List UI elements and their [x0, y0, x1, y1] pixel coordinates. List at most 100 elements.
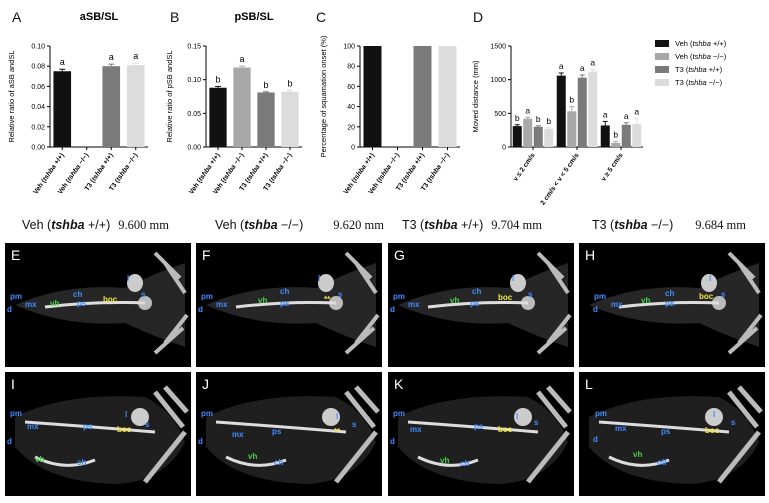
y-axis-label: Percentage of squamation onset (%) [319, 35, 328, 157]
structure-label: ps [77, 299, 87, 308]
structure-label: pm [594, 292, 606, 301]
structure-label: s [141, 290, 146, 299]
y-tick-label: 80 [347, 64, 355, 71]
legend-swatch [655, 53, 669, 60]
y-tick-label: 0.05 [187, 111, 201, 118]
structure-label: olf [657, 458, 667, 467]
structure-label: mx [611, 300, 623, 309]
bar [621, 124, 631, 147]
structure-label: d [593, 435, 598, 444]
bar [413, 46, 432, 147]
significance-letter: b [546, 116, 551, 126]
measurement-2: Veh (tshba −/−) 9.620 mm [215, 218, 384, 232]
structure-label: pm [201, 409, 213, 418]
structure-label: ps [474, 422, 484, 431]
structure-label: s [352, 420, 357, 429]
structure-label: vh [633, 450, 643, 459]
bar [544, 128, 554, 147]
structure-label: l [318, 274, 321, 283]
skeleton-render [398, 385, 572, 484]
significance-letter: a [634, 107, 639, 117]
image-panel-letter: K [394, 376, 404, 392]
skeleton-render [589, 385, 763, 484]
structure-label: ** [334, 427, 341, 436]
legend-label: T3 (tshba −/−) [675, 78, 723, 87]
chart-title: pSB/SL [234, 11, 273, 23]
chart-title: aSB/SL [80, 11, 119, 23]
image-panel-letter: L [585, 376, 593, 392]
significance-letter: a [590, 58, 595, 68]
structure-label: mx [27, 422, 39, 431]
significance-letter: a [580, 63, 585, 73]
bar [600, 125, 610, 147]
significance-letter: a [60, 57, 65, 67]
structure-label: s [145, 420, 150, 429]
bar [102, 66, 121, 147]
panel-label-d: D [473, 9, 484, 25]
structure-label: ch [77, 458, 87, 467]
structure-label: vh [50, 299, 60, 308]
significance-letter: a [525, 105, 530, 115]
legend-label: T3 (tshba +/+) [675, 65, 723, 74]
structure-label: d [7, 305, 12, 314]
structure-label: boc [117, 425, 132, 434]
bar [53, 71, 72, 147]
skeleton-render [398, 251, 572, 355]
y-tick-label: 60 [347, 84, 355, 91]
significance-letter: a [109, 52, 114, 62]
structure-label: pm [393, 409, 405, 418]
structure-label: pm [10, 409, 22, 418]
bar [611, 142, 621, 147]
y-tick-label: 0.10 [31, 44, 45, 51]
image-panel-letter: I [11, 376, 15, 392]
y-tick-label: 1000 [490, 77, 506, 84]
structure-label: l [516, 412, 519, 421]
legend-swatch [655, 40, 669, 47]
y-tick-label: 0.00 [31, 145, 45, 152]
y-tick-label: 500 [494, 111, 506, 118]
legend-label: Veh (tshba +/+) [675, 39, 727, 48]
structure-label: mx [410, 425, 422, 434]
chart-a: aSB/SL 0.00 0.02 0.04 0.06 0.08 0.10 Relative r… [7, 11, 148, 196]
measurement-1: Veh (tshba +/+) 9.600 mm [22, 218, 169, 232]
y-tick-label: 0.08 [31, 64, 45, 71]
structure-label: s [534, 418, 539, 427]
significance-letter: a [133, 51, 138, 61]
measurement-3: T3 (tshba +/+) 9.704 mm [402, 218, 542, 232]
bar [233, 67, 251, 147]
structure-label: ps [272, 427, 282, 436]
chart-c: 0 20 40 60 80 100 Percentage of squamation ons… [319, 35, 460, 196]
y-tick-label: 40 [347, 104, 355, 111]
significance-letter: b [263, 80, 268, 90]
bar [257, 92, 275, 147]
structure-label: vh [641, 296, 651, 305]
structure-label: s [528, 290, 533, 299]
structure-label: d [390, 437, 395, 446]
structure-label: mx [216, 300, 228, 309]
image-panel-letter: F [202, 247, 211, 263]
significance-letter: b [287, 78, 292, 88]
legend-swatch [655, 79, 669, 86]
bar [281, 91, 299, 147]
y-tick-label: 0.15 [187, 44, 201, 51]
y-tick-label: 0 [502, 145, 506, 152]
bar [533, 126, 543, 147]
structure-label: l [125, 410, 128, 419]
chart-b: pSB/SL 0.00 0.05 0.10 0.15 Relative ratio of … [165, 11, 302, 196]
structure-label: mx [25, 300, 37, 309]
y-tick-label: 100 [343, 44, 355, 51]
y-axis-label: Relative ratio of pSB andSL [165, 50, 174, 142]
bar [577, 77, 587, 147]
image-panel-letter: G [394, 247, 405, 263]
bar [632, 124, 642, 147]
structure-label: d [390, 305, 395, 314]
structure-label: ch [472, 287, 482, 296]
structure-label: boc [103, 295, 118, 304]
y-tick-label: 0 [351, 145, 355, 152]
significance-letter: b [215, 74, 220, 84]
